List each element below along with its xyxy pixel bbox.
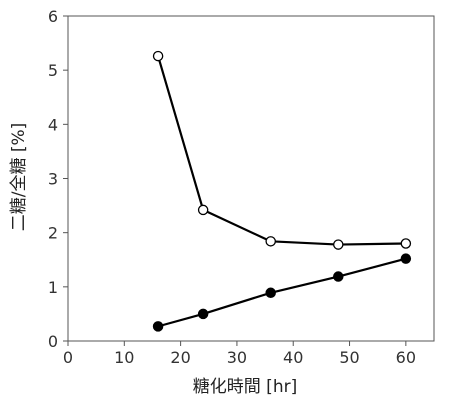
- x-tick-label: 50: [339, 348, 359, 367]
- filled-circle-point: [265, 287, 276, 299]
- y-tick-label: 4: [48, 115, 58, 134]
- open-circle-point: [265, 236, 276, 247]
- x-tick-label: 60: [396, 348, 416, 367]
- series-1: [152, 50, 412, 250]
- x-axis-title: 糖化時間 [hr]: [193, 377, 297, 397]
- open-circle-point: [197, 204, 209, 216]
- open-circle-point: [333, 239, 344, 250]
- tick-marks: [63, 15, 407, 346]
- y-tick-label: 6: [48, 7, 58, 26]
- x-tick-label: 30: [227, 348, 247, 367]
- y-tick-label: 5: [48, 61, 58, 80]
- y-tick-label: 2: [48, 224, 58, 243]
- x-tick-label: 0: [63, 348, 73, 367]
- plot-frame: [67, 15, 435, 342]
- axes: [67, 15, 435, 342]
- filled-circle-point: [333, 271, 344, 282]
- series-layer: [152, 50, 412, 332]
- filled-circle-point: [197, 308, 209, 320]
- y-tick-label: 1: [48, 278, 58, 297]
- open-circle-point: [152, 50, 164, 62]
- x-tick-label: 40: [283, 348, 303, 367]
- x-tick-label: 10: [114, 348, 134, 367]
- filled-circle-point: [152, 321, 164, 332]
- x-tick-label: 20: [170, 348, 190, 367]
- y-tick-label: 3: [48, 170, 58, 189]
- series-line: [157, 55, 406, 246]
- series-line: [157, 257, 407, 328]
- open-circle-point: [400, 238, 412, 249]
- filled-circle-point: [400, 253, 412, 264]
- tick-labels: 0 10 20 30 40 50 60 0 1 2 3 4 5 6: [48, 7, 416, 367]
- y-axis-title: 二糖/全糖 [%]: [9, 123, 29, 232]
- series-2: [152, 253, 412, 332]
- y-tick-label: 0: [48, 332, 58, 351]
